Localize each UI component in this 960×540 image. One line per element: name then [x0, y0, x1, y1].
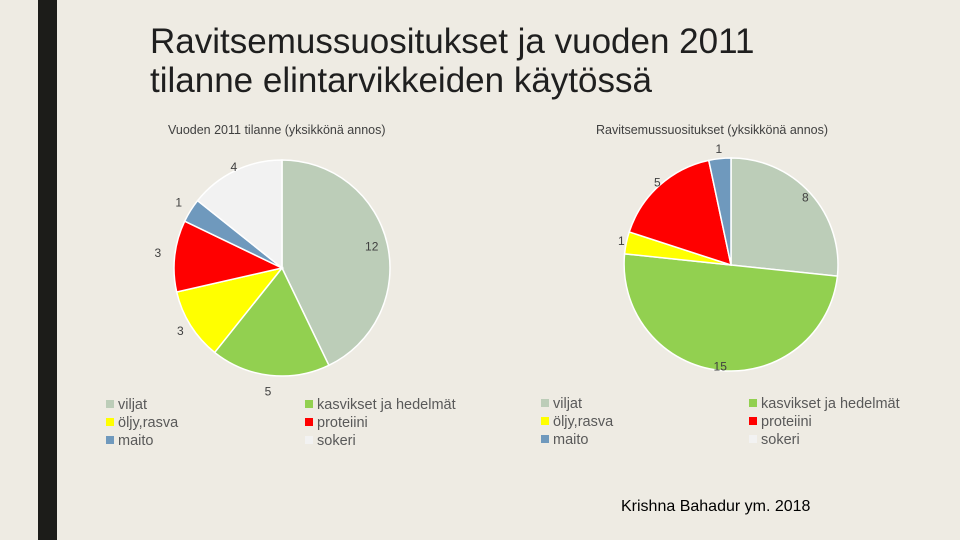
recommended-data-label-oljy-rasva: 1	[618, 234, 625, 248]
slide-title: Ravitsemussuositukset ja vuoden 2011 til…	[150, 22, 930, 100]
recommended-legend-viljat: viljat	[541, 396, 582, 412]
current-legend-viljat: viljat	[106, 397, 147, 413]
recommended-legend-proteiini: proteiini	[749, 414, 812, 430]
recommended-legend-label-oljy-rasva: öljy,rasva	[553, 414, 614, 430]
current-data-label-oljy-rasva: 3	[177, 324, 184, 338]
recommended-slice-viljat	[730, 157, 839, 278]
current-legend-swatch-sokeri	[305, 436, 313, 444]
current-data-label-proteiini: 3	[154, 246, 161, 260]
recommended-data-label-maito: 1	[716, 142, 723, 156]
current-legend-label-viljat: viljat	[118, 397, 148, 413]
slide-title-line1: Ravitsemussuositukset ja vuoden 2011	[150, 22, 755, 61]
chart-title-current: Vuoden 2011 tilanne (yksikkönä annos)	[168, 123, 386, 137]
current-legend-swatch-viljat	[106, 400, 114, 408]
current-legend-kasvikset-ja-hedelmat: kasvikset ja hedelmät	[305, 397, 456, 413]
recommended-legend-swatch-proteiini	[749, 417, 757, 425]
current-legend-swatch-oljy-rasva	[106, 418, 114, 426]
current-legend-swatch-maito	[106, 436, 114, 444]
current-legend-label-maito: maito	[118, 433, 154, 449]
recommended-legend-oljy-rasva: öljy,rasva	[541, 414, 613, 430]
recommended-data-label-viljat: 8	[802, 190, 809, 204]
current-legend-proteiini: proteiini	[305, 415, 368, 431]
current-legend-label-kasvikset-ja-hedelmat: kasvikset ja hedelmät	[317, 397, 456, 413]
current-slice-sokeri	[196, 159, 283, 270]
recommended-slice-kasvikset-ja-hedelmat	[623, 252, 839, 372]
recommended-legend-swatch-maito	[541, 435, 549, 443]
chart-title-recommended: Ravitsemussuositukset (yksikkönä annos)	[596, 123, 829, 137]
recommended-legend-kasvikset-ja-hedelmat: kasvikset ja hedelmät	[749, 396, 900, 412]
recommended-legend-label-maito: maito	[553, 432, 589, 448]
recommended-legend-swatch-kasvikset-ja-hedelmat	[749, 399, 757, 407]
recommended-slice-proteiini	[628, 159, 733, 267]
current-data-label-viljat: 12	[365, 240, 379, 254]
source-note: Krishna Bahadur ym. 2018	[621, 498, 811, 515]
recommended-legend-swatch-viljat	[541, 399, 549, 407]
recommended-data-label-kasvikset-ja-hedelmat: 15	[714, 360, 728, 374]
recommended-legend-maito: maito	[541, 432, 588, 448]
current-legend-swatch-kasvikset-ja-hedelmat	[305, 400, 313, 408]
recommended-legend-label-sokeri: sokeri	[761, 432, 800, 448]
recommended-legend-label-viljat: viljat	[553, 396, 583, 412]
current-slice-kasvikset-ja-hedelmat	[213, 266, 330, 377]
recommended-legend-swatch-oljy-rasva	[541, 417, 549, 425]
sidebar-bar	[38, 0, 57, 540]
recommended-legend-sokeri: sokeri	[749, 432, 800, 448]
current-slice-viljat	[281, 159, 391, 367]
recommended-legend-swatch-sokeri	[749, 435, 757, 443]
recommended-legend-label-proteiini: proteiini	[761, 414, 812, 430]
current-data-label-kasvikset-ja-hedelmat: 5	[265, 384, 272, 398]
current-legend-maito: maito	[106, 433, 153, 449]
current-legend-label-sokeri: sokeri	[317, 433, 356, 449]
current-slice-proteiini	[173, 220, 285, 293]
recommended-slice-maito	[707, 157, 732, 266]
current-legend-label-proteiini: proteiini	[317, 415, 368, 431]
current-legend-sokeri: sokeri	[305, 433, 356, 449]
current-data-label-sokeri: 4	[230, 160, 237, 174]
current-slice-oljy-rasva	[175, 266, 284, 354]
current-legend-oljy-rasva: öljy,rasva	[106, 415, 178, 431]
current-legend-label-oljy-rasva: öljy,rasva	[118, 415, 179, 431]
current-legend-swatch-proteiini	[305, 418, 313, 426]
recommended-data-label-proteiini: 5	[654, 175, 661, 189]
slide-title-line2: tilanne elintarvikkeiden käytössä	[150, 61, 652, 100]
current-data-label-maito: 1	[175, 195, 182, 209]
recommended-legend-label-kasvikset-ja-hedelmat: kasvikset ja hedelmät	[761, 396, 900, 412]
